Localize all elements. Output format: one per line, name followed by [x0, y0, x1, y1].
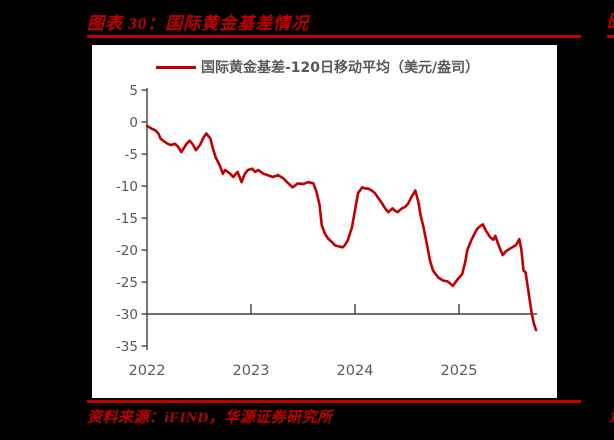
- source-note: 资料来源：iFIND，华源证券研究所: [87, 410, 333, 426]
- y-tick-label: 5: [129, 83, 138, 99]
- y-tick-label: -5: [125, 147, 138, 163]
- chart-panel: 5 0 -5 -10 -15 -20 -25 -30 -35 2022 2023 2024 2025 国…: [92, 45, 557, 398]
- title-underline: [87, 35, 581, 38]
- x-tick-label: 2022: [129, 363, 166, 379]
- y-tick-label: -30: [116, 307, 138, 323]
- series-line-gold-basis: [145, 124, 538, 332]
- legend-line-sample: [156, 65, 196, 69]
- next-column-title-underline: [607, 35, 614, 38]
- chart-legend: 国际黄金基差-120日移动平均（美元/盎司）: [156, 57, 479, 77]
- y-tick-label: -10: [116, 179, 138, 195]
- next-column-clipped-source-text: 资: [609, 405, 614, 431]
- x-tick-label: 2024: [337, 363, 374, 379]
- y-tick-label: 0: [129, 115, 138, 131]
- footer-rule: [87, 400, 581, 403]
- y-tick-label: -20: [116, 243, 138, 259]
- y-tick-label: -25: [116, 275, 138, 291]
- figure-title: 图表 30：国际黄金基差情况: [87, 14, 310, 33]
- legend-label: 国际黄金基差-120日移动平均（美元/盎司）: [201, 60, 480, 76]
- x-tick-label: 2025: [441, 363, 478, 379]
- y-tick-label: -35: [116, 339, 138, 355]
- next-column-clipped-title-text: 图: [607, 7, 614, 31]
- y-tick-label: -15: [116, 211, 138, 227]
- chart-svg: 5 0 -5 -10 -15 -20 -25 -30 -35 2022 2023 2024 2025: [116, 83, 538, 379]
- x-tick-label: 2023: [233, 363, 270, 379]
